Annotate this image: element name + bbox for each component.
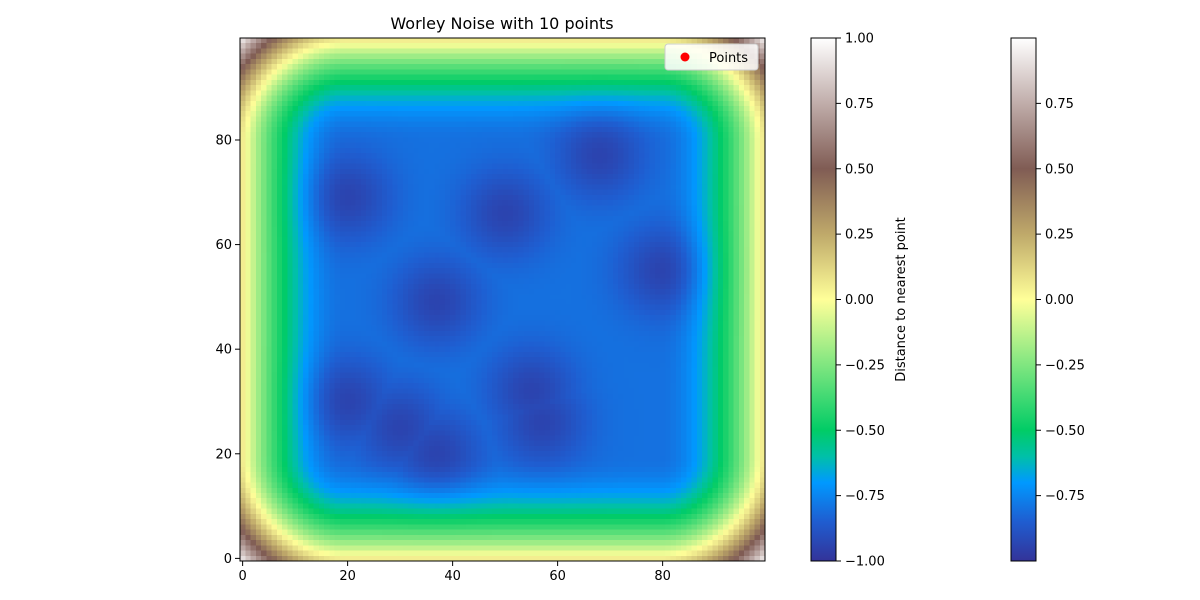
colorbar-tick-label: −0.75 [1045, 489, 1085, 504]
colorbar-2-gradient [1010, 37, 1037, 562]
colorbar-tick-label: −0.75 [845, 489, 885, 504]
colorbar-tick-label: −0.50 [1045, 424, 1085, 439]
y-axis: 0 20 40 60 80 [215, 133, 240, 567]
x-tick-label: 0 [238, 569, 246, 584]
y-tick-label: 60 [215, 238, 232, 253]
legend: Points [664, 43, 759, 71]
colorbar-tick-label: 0.50 [1045, 162, 1074, 177]
colorbar-tick-label: 0.75 [845, 97, 874, 112]
colorbar-tick-label: −0.50 [845, 424, 885, 439]
colorbar-tick-label: −0.25 [845, 358, 885, 373]
x-tick-label: 80 [654, 569, 671, 584]
x-tick-label: 40 [444, 569, 461, 584]
x-axis: 0 20 40 60 80 [238, 561, 671, 584]
legend-box [664, 43, 759, 71]
x-tick-label: 20 [339, 569, 356, 584]
heatmap-image [240, 38, 765, 561]
colorbar-tick-label: 0.25 [1045, 228, 1074, 243]
colorbar-1-label: Distance to nearest point [894, 217, 909, 382]
x-tick-label: 60 [549, 569, 566, 584]
colorbar-1: 1.00 0.75 0.50 0.25 0.00 −0.25 −0.50 −0.75 −1.00… [810, 32, 909, 570]
chart-title: Worley Noise with 10 points [390, 14, 613, 33]
colorbar-1-ticks: 1.00 0.75 0.50 0.25 0.00 −0.25 −0.50 −0.75 −1.00 [836, 32, 885, 570]
colorbar-tick-label: 1.00 [845, 32, 874, 47]
y-tick-label: 80 [215, 133, 232, 148]
heatmap-plot [239, 37, 766, 562]
colorbar-tick-label: 0.25 [845, 228, 874, 243]
colorbar-tick-label: 0.00 [845, 293, 874, 308]
colorbar-2: 0.75 0.50 0.25 0.00 −0.25 −0.50 −0.75 [1010, 37, 1085, 562]
colorbar-tick-label: 0.00 [1045, 293, 1074, 308]
y-tick-label: 20 [215, 447, 232, 462]
colorbar-tick-label: 0.50 [845, 162, 874, 177]
plot-frame [239, 37, 766, 562]
colorbar-tick-label: −1.00 [845, 555, 885, 570]
colorbar-tick-label: −0.25 [1045, 358, 1085, 373]
legend-marker [680, 52, 690, 62]
colorbar-2-ticks: 0.75 0.50 0.25 0.00 −0.25 −0.50 −0.75 [1036, 97, 1085, 504]
y-tick-label: 40 [215, 343, 232, 358]
colorbar-1-gradient [810, 37, 837, 562]
y-tick-label: 0 [224, 552, 232, 567]
colorbar-tick-label: 0.75 [1045, 97, 1074, 112]
legend-label: Points [709, 51, 748, 66]
